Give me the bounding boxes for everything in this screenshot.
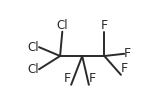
Text: F: F	[121, 62, 128, 75]
Text: Cl: Cl	[28, 63, 39, 76]
Text: F: F	[64, 72, 71, 85]
Text: Cl: Cl	[56, 19, 68, 32]
Text: F: F	[89, 72, 96, 85]
Text: F: F	[124, 47, 131, 60]
Text: F: F	[101, 19, 108, 32]
Text: Cl: Cl	[28, 41, 39, 54]
